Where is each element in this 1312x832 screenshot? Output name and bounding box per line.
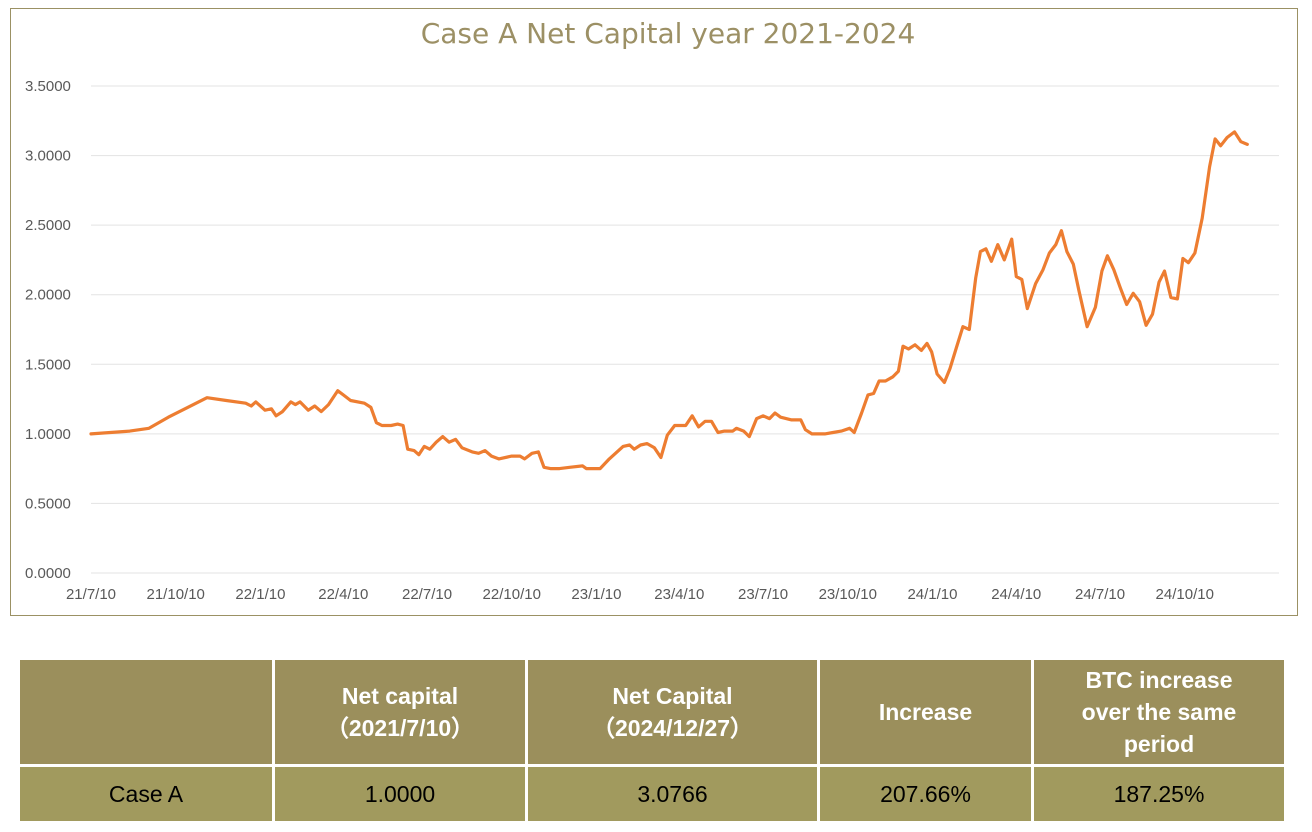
start-value-cell: 1.0000 [275, 767, 528, 824]
y-axis-ticks: 0.0000 0.5000 1.0000 1.5000 2.0000 2.5000 3.00… [25, 78, 71, 582]
line-chart: Case A Net Capital year 2021-2024 0.0000… [25, 17, 1279, 603]
row-name-cell: Case A [20, 767, 275, 824]
header-line: BTC increase [1085, 667, 1233, 693]
header-cell-btc-increase: BTC increase over the same period [1034, 660, 1287, 767]
header-line: Increase [878, 699, 973, 725]
table-header-row: Net capital （2021/7/10） Net Capital （202… [20, 660, 1287, 767]
header-cell-empty [20, 660, 275, 767]
x-tick-label: 23/7/10 [738, 586, 788, 603]
btc-increase-cell: 187.25% [1034, 767, 1287, 824]
x-tick-label: 24/1/10 [907, 586, 957, 603]
x-tick-label: 23/1/10 [571, 586, 621, 603]
chart-title: Case A Net Capital year 2021-2024 [421, 17, 916, 50]
header-line: period [1123, 731, 1195, 757]
x-tick-label: 22/4/10 [318, 586, 368, 603]
y-tick-label: 0.0000 [25, 565, 71, 582]
y-tick-label: 3.0000 [25, 148, 71, 165]
header-cell-net-capital-start: Net capital （2021/7/10） [275, 660, 528, 767]
table-row: Case A 1.0000 3.0766 207.66% 187.25% [20, 767, 1287, 824]
x-axis-ticks: 21/7/10 21/10/10 22/1/10 22/4/10 22/7/10 22/1… [66, 586, 1214, 603]
series-line [89, 130, 1249, 471]
chart-frame: Case A Net Capital year 2021-2024 0.0000… [10, 8, 1298, 616]
y-tick-label: 3.5000 [25, 78, 71, 95]
summary-table: Net capital （2021/7/10） Net Capital （202… [20, 660, 1287, 824]
y-tick-label: 0.5000 [25, 495, 71, 512]
y-tick-label: 2.0000 [25, 287, 71, 304]
end-value-cell: 3.0766 [528, 767, 820, 824]
x-tick-label: 21/10/10 [147, 586, 205, 603]
x-tick-label: 22/10/10 [483, 586, 541, 603]
header-line: （2024/12/27） [591, 715, 754, 741]
y-tick-label: 1.0000 [25, 426, 71, 443]
gridlines [91, 85, 1279, 574]
header-line: Net capital [341, 683, 459, 709]
header-line: over the same [1081, 699, 1237, 725]
x-tick-label: 24/4/10 [991, 586, 1041, 603]
x-tick-label: 21/7/10 [66, 586, 116, 603]
y-tick-label: 1.5000 [25, 356, 71, 373]
x-tick-label: 23/4/10 [654, 586, 704, 603]
x-tick-label: 22/1/10 [235, 586, 285, 603]
header-line: （2021/7/10） [325, 715, 475, 741]
header-line: Net Capital [612, 683, 733, 709]
x-tick-label: 24/7/10 [1075, 586, 1125, 603]
x-tick-label: 22/7/10 [402, 586, 452, 603]
header-cell-net-capital-end: Net Capital （2024/12/27） [528, 660, 820, 767]
x-tick-label: 23/10/10 [819, 586, 877, 603]
y-tick-label: 2.5000 [25, 217, 71, 234]
increase-cell: 207.66% [820, 767, 1034, 824]
header-cell-increase: Increase [820, 660, 1034, 767]
x-tick-label: 24/10/10 [1156, 586, 1214, 603]
